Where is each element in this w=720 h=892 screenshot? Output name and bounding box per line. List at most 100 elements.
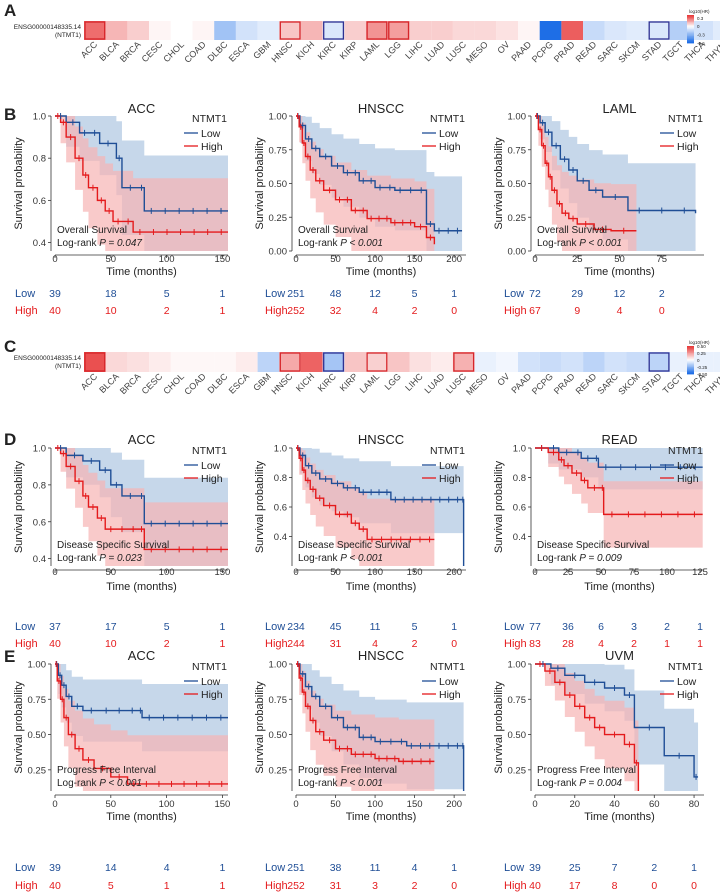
legend-swatch xyxy=(687,355,694,358)
heatmap-tick-label: SARC xyxy=(595,371,620,396)
legend-title: NTMT1 xyxy=(668,445,703,457)
y-tick-label: 0.4 xyxy=(274,532,287,543)
y-tick-label: 0.25 xyxy=(269,213,288,224)
heatmap-tick-label: TGCT xyxy=(661,39,686,64)
legend-swatch xyxy=(687,357,694,359)
p-value: P < 0.001 xyxy=(579,238,622,249)
x-tick-label: 150 xyxy=(214,254,230,265)
heatmap-legend-title: log10(HR) xyxy=(689,9,710,14)
y-tick-label: 0.00 xyxy=(508,247,527,258)
heatmap-tick-label: PRAD xyxy=(552,371,577,396)
n-at-risk-high: 1 xyxy=(664,638,670,650)
panel-letter: B xyxy=(4,105,16,124)
n-at-risk-high: 1 xyxy=(219,880,225,892)
y-axis-label: Survival probability xyxy=(13,460,25,553)
legend-swatch xyxy=(687,369,694,372)
y-axis-label: Survival probability xyxy=(493,137,505,230)
logrank-label: Log-rank P = 0.009 xyxy=(537,553,622,564)
n-at-risk-low: 3 xyxy=(631,621,637,633)
x-axis-label: Time (months) xyxy=(106,581,177,593)
n-at-risk-low: 17 xyxy=(105,621,117,633)
y-tick-label: 0.8 xyxy=(33,154,46,165)
heatmap-tick-label: LAML xyxy=(358,39,382,63)
heatmap-cell-LUAD xyxy=(431,352,453,372)
heatmap-cell-BLCA xyxy=(105,352,128,372)
heatmap-tick-label: MESO xyxy=(464,39,490,65)
heatmap-row-sublabel: (NTMT1) xyxy=(55,32,81,39)
heatmap-cell-LUSC xyxy=(452,352,475,372)
legend-label-low: Low xyxy=(439,128,459,140)
panel-letter: D xyxy=(4,430,16,449)
legend-swatch xyxy=(687,346,694,348)
x-axis-label: Time (months) xyxy=(584,266,655,278)
heatmap-legend-tick: 0.25 xyxy=(697,351,706,356)
y-tick-label: 1.00 xyxy=(508,660,527,671)
y-tick-label: 0.75 xyxy=(508,145,527,156)
legend-title: NTMT1 xyxy=(430,113,465,125)
x-tick-label: 50 xyxy=(106,567,117,578)
legend-swatch xyxy=(687,23,694,26)
heatmap-cell-PAAD xyxy=(518,21,540,40)
plot-title: HNSCC xyxy=(358,648,404,663)
x-tick-label: 0 xyxy=(293,254,298,265)
n-at-risk-high: 0 xyxy=(659,305,665,317)
heatmap-tick-label: STAD xyxy=(640,39,664,63)
y-tick-label: 0.4 xyxy=(33,238,46,249)
n-at-risk-high: 10 xyxy=(105,638,117,650)
n-at-risk-low: 5 xyxy=(412,288,418,300)
heatmap-legend-tick: 0 xyxy=(697,358,700,363)
risk-label-high: High xyxy=(265,880,288,892)
legend-label-high: High xyxy=(439,141,461,153)
risk-label-high: High xyxy=(15,638,38,650)
endpoint-label: Disease Specific Survival xyxy=(537,540,649,551)
p-value: P = 0.047 xyxy=(99,238,142,249)
y-tick-label: 0.75 xyxy=(269,145,288,156)
heatmap-panel-C: CENSG00000148335.14(NTMT1)ACCBLCABRCACES… xyxy=(4,337,720,397)
heatmap-row-label: ENSG00000148335.14 xyxy=(14,24,82,31)
survival-plot-B-LAML: LAML 0.00 0.25 0.50 0.75 1.00 0 25 50 75 Survival … xyxy=(493,101,704,317)
survival-plot-B-ACC: ACC 0.4 0.6 0.8 1.0 0 50 100 150 Survival probabi… xyxy=(13,101,230,317)
n-at-risk-low: 39 xyxy=(529,862,541,874)
y-tick-label: 0.4 xyxy=(513,532,526,543)
n-at-risk-high: 2 xyxy=(412,638,418,650)
x-tick-label: 0 xyxy=(532,799,537,810)
x-tick-label: 100 xyxy=(159,567,175,578)
heatmap-cell-ACC xyxy=(84,21,106,40)
legend-label-low: Low xyxy=(439,676,459,688)
legend-title: NTMT1 xyxy=(668,661,703,673)
y-tick-label: 0.50 xyxy=(269,179,288,190)
heatmap-legend-tick: -0.3 xyxy=(697,33,705,38)
risk-label-low: Low xyxy=(504,288,524,300)
plot-title: READ xyxy=(601,432,637,447)
ci-band-low xyxy=(535,664,699,791)
y-tick-label: 0.8 xyxy=(33,480,46,491)
plot-title: ACC xyxy=(128,648,155,663)
heatmap-cell-HNSC xyxy=(279,21,301,40)
legend-swatch xyxy=(687,24,694,27)
n-at-risk-low: 38 xyxy=(330,862,342,874)
survival-plot-E-ACC: ACC 0.25 0.50 0.75 1.00 0 50 100 150 Survival pro… xyxy=(13,648,230,892)
n-at-risk-high: 40 xyxy=(49,305,61,317)
x-tick-label: 75 xyxy=(629,567,640,578)
heatmap-tick-label: PRAD xyxy=(552,39,577,64)
heatmap-legend-tick: 0.50 xyxy=(697,344,706,349)
n-at-risk-low: 5 xyxy=(164,288,170,300)
n-at-risk-high: 0 xyxy=(451,880,457,892)
legend-swatch xyxy=(687,371,694,373)
legend-swatch xyxy=(687,40,694,42)
y-tick-label: 1.00 xyxy=(28,660,47,671)
legend-swatch xyxy=(687,33,694,35)
heatmap-tick-label: PCPG xyxy=(530,39,555,64)
heatmap-tick-label: READ xyxy=(574,39,599,64)
heatmap-tick-label: SKCM xyxy=(616,39,641,64)
curve-high xyxy=(535,663,640,791)
y-tick-label: 0.25 xyxy=(28,765,47,776)
p-value: P < 0.001 xyxy=(340,238,383,249)
heatmap-tick-label: KICH xyxy=(294,39,316,61)
y-tick-label: 0.25 xyxy=(269,765,288,776)
x-tick-label: 100 xyxy=(159,799,175,810)
heatmap-tick-label: COAD xyxy=(182,39,208,65)
n-at-risk-low: 5 xyxy=(164,621,170,633)
legend-swatch xyxy=(687,19,694,21)
